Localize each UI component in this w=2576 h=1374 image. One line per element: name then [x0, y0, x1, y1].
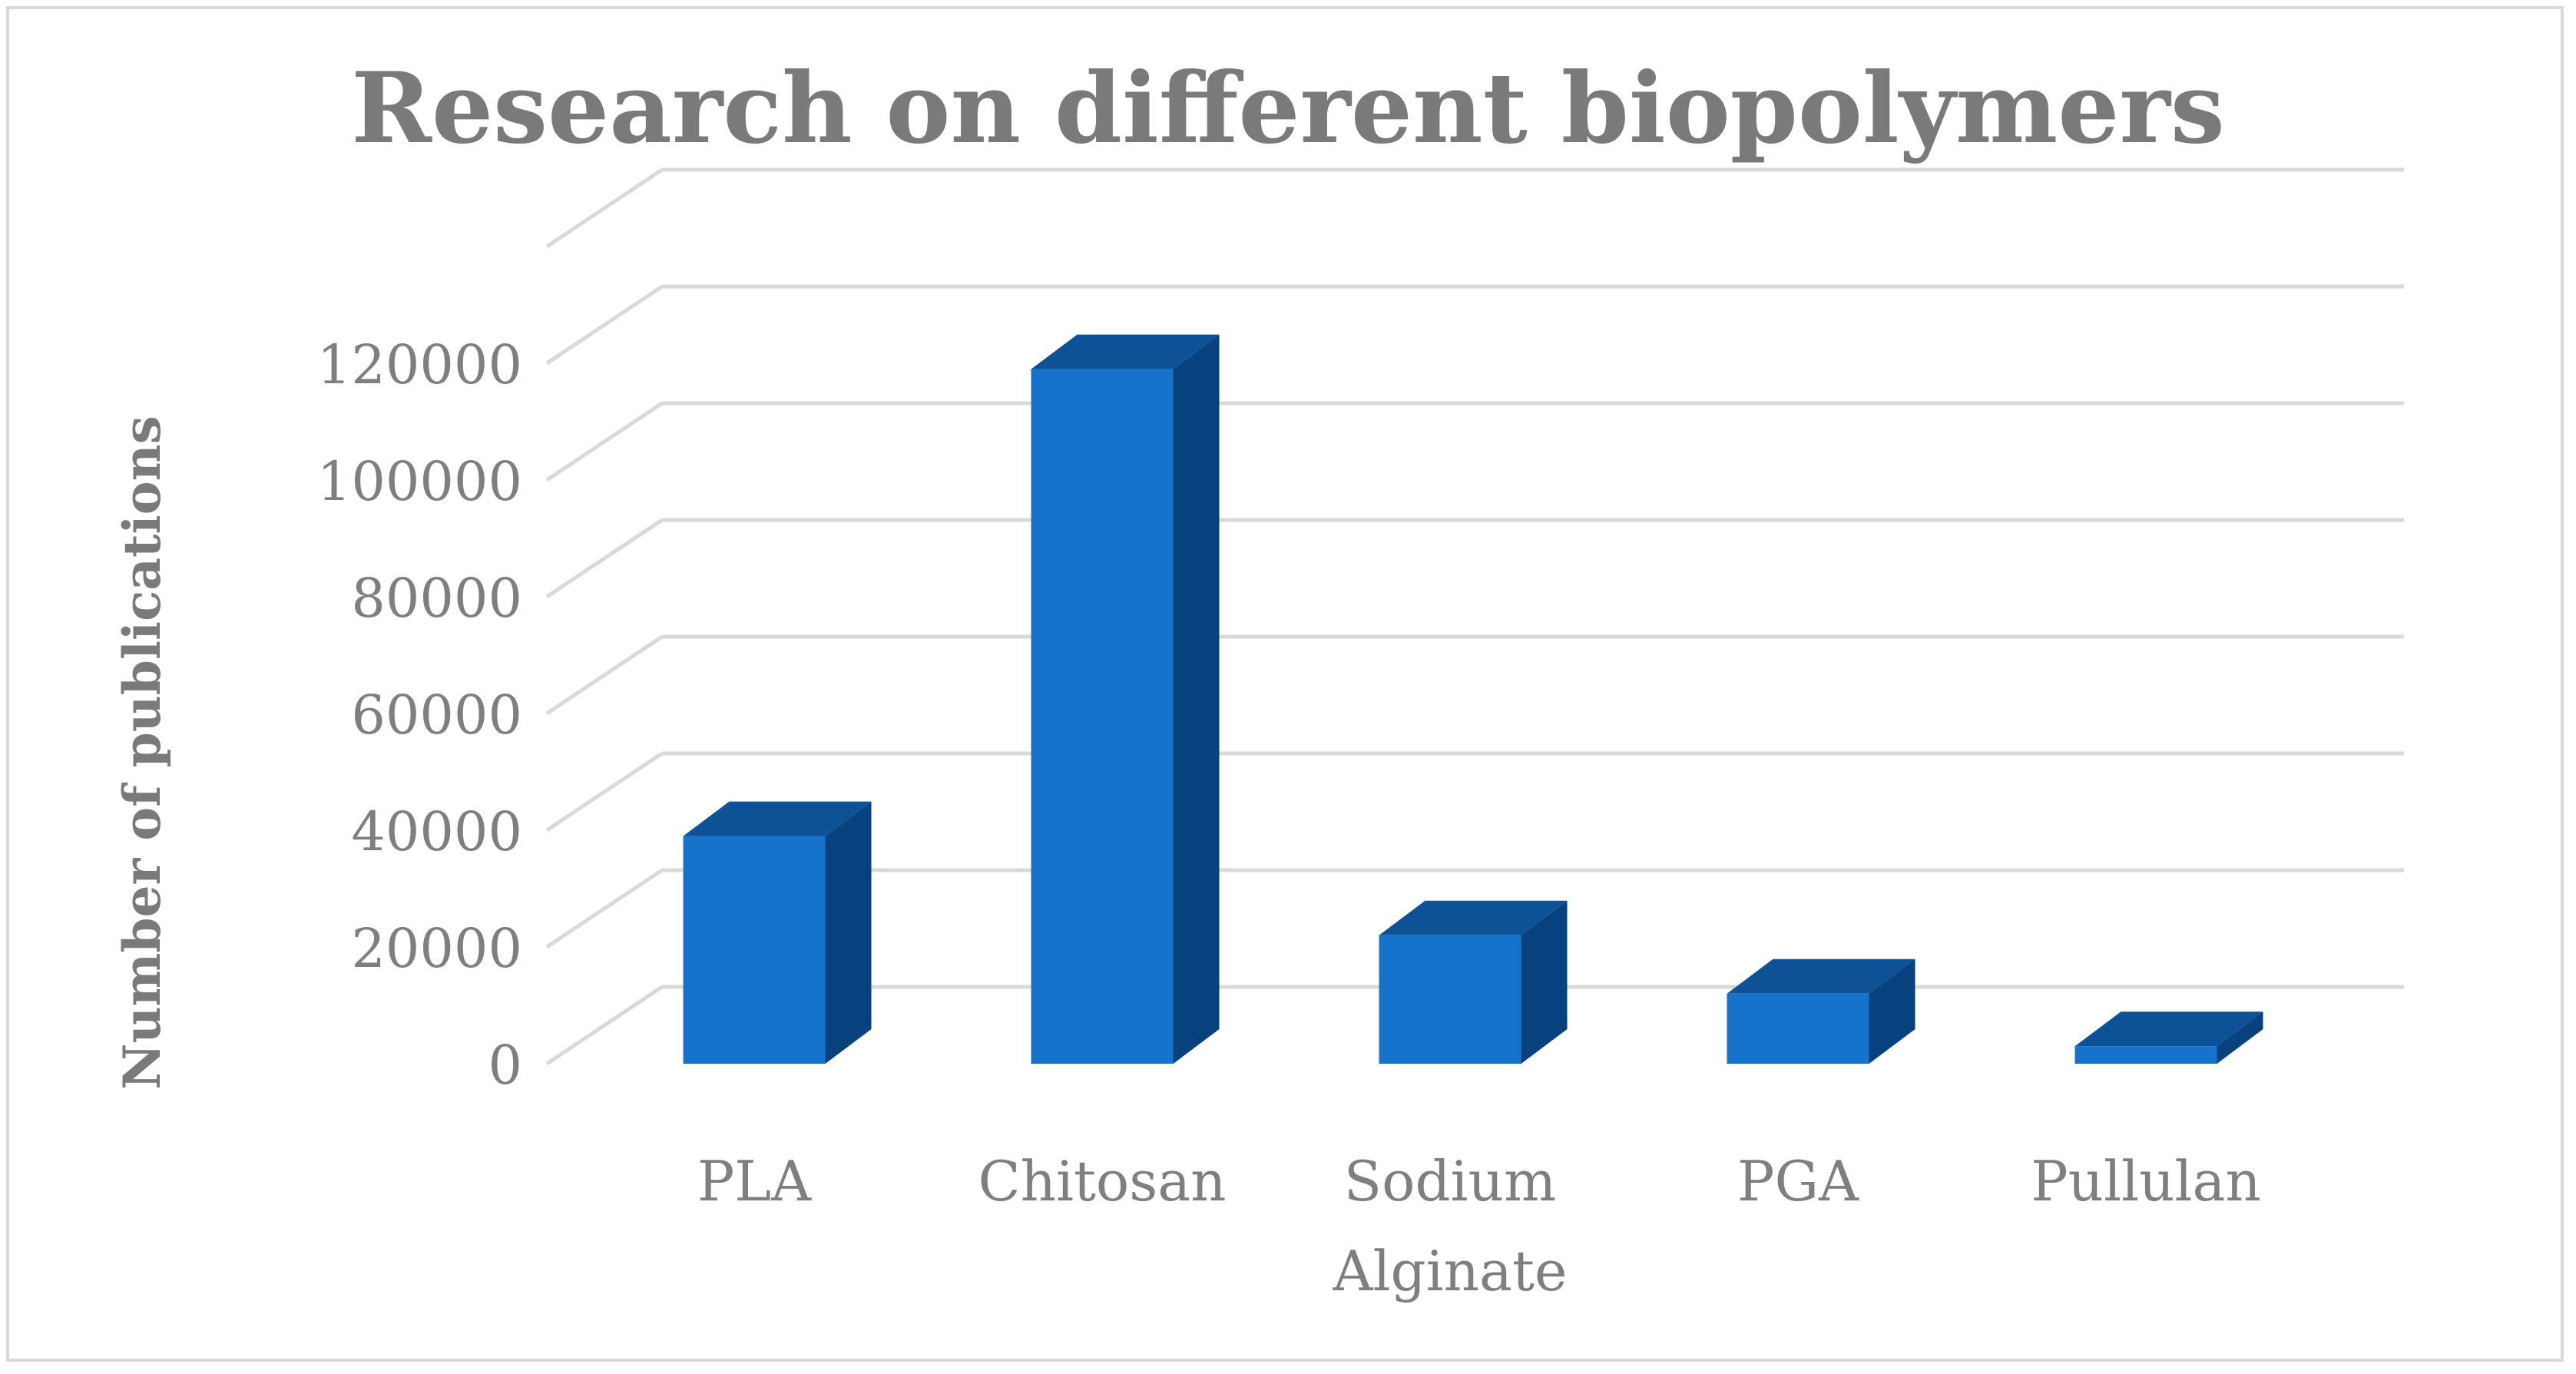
gridline-diagonal [545, 985, 664, 1066]
bar-top [1379, 900, 1568, 935]
bar-side [825, 801, 872, 1064]
x-tick-label: Pullulan [2031, 1149, 2261, 1213]
bar-top [1727, 958, 1915, 994]
y-tick-label: 100000 [317, 450, 522, 513]
x-tick-label: Alginate [1333, 1239, 1568, 1303]
bar-top [1031, 334, 1220, 369]
x-tick-label: PGA [1737, 1149, 1859, 1213]
bar [1379, 935, 1521, 1064]
bar-side [2217, 1011, 2263, 1064]
bar [683, 836, 826, 1064]
gridline-diagonal [545, 868, 664, 949]
y-tick-label: 40000 [351, 800, 522, 863]
y-tick-label: 120000 [317, 333, 522, 396]
gridline-diagonal [545, 751, 664, 833]
bar-top [2074, 1011, 2263, 1047]
gridline-diagonal [545, 167, 664, 249]
bar-side [1173, 334, 1220, 1064]
bar-side [1869, 958, 1915, 1064]
gridline-diagonal [545, 401, 664, 482]
x-tick-label: Sodium [1344, 1149, 1556, 1213]
y-tick-label: 0 [488, 1034, 522, 1097]
bar [1031, 369, 1174, 1064]
gridline-diagonal [545, 634, 664, 716]
chart-frame [6, 6, 2564, 1362]
y-tick-label: 20000 [351, 917, 522, 980]
x-tick-label: Chitosan [978, 1149, 1226, 1213]
bar-top [683, 801, 872, 836]
bar-side [1521, 900, 1568, 1064]
gridline-diagonal [545, 518, 664, 599]
bar [2074, 1046, 2217, 1064]
x-tick-label: PLA [697, 1149, 812, 1213]
chart-title: Research on different biopolymers [351, 51, 2225, 165]
y-tick-label: 60000 [351, 684, 522, 747]
y-tick-label: 80000 [351, 567, 522, 630]
bar [1727, 993, 1869, 1064]
gridline-diagonal [545, 284, 664, 366]
